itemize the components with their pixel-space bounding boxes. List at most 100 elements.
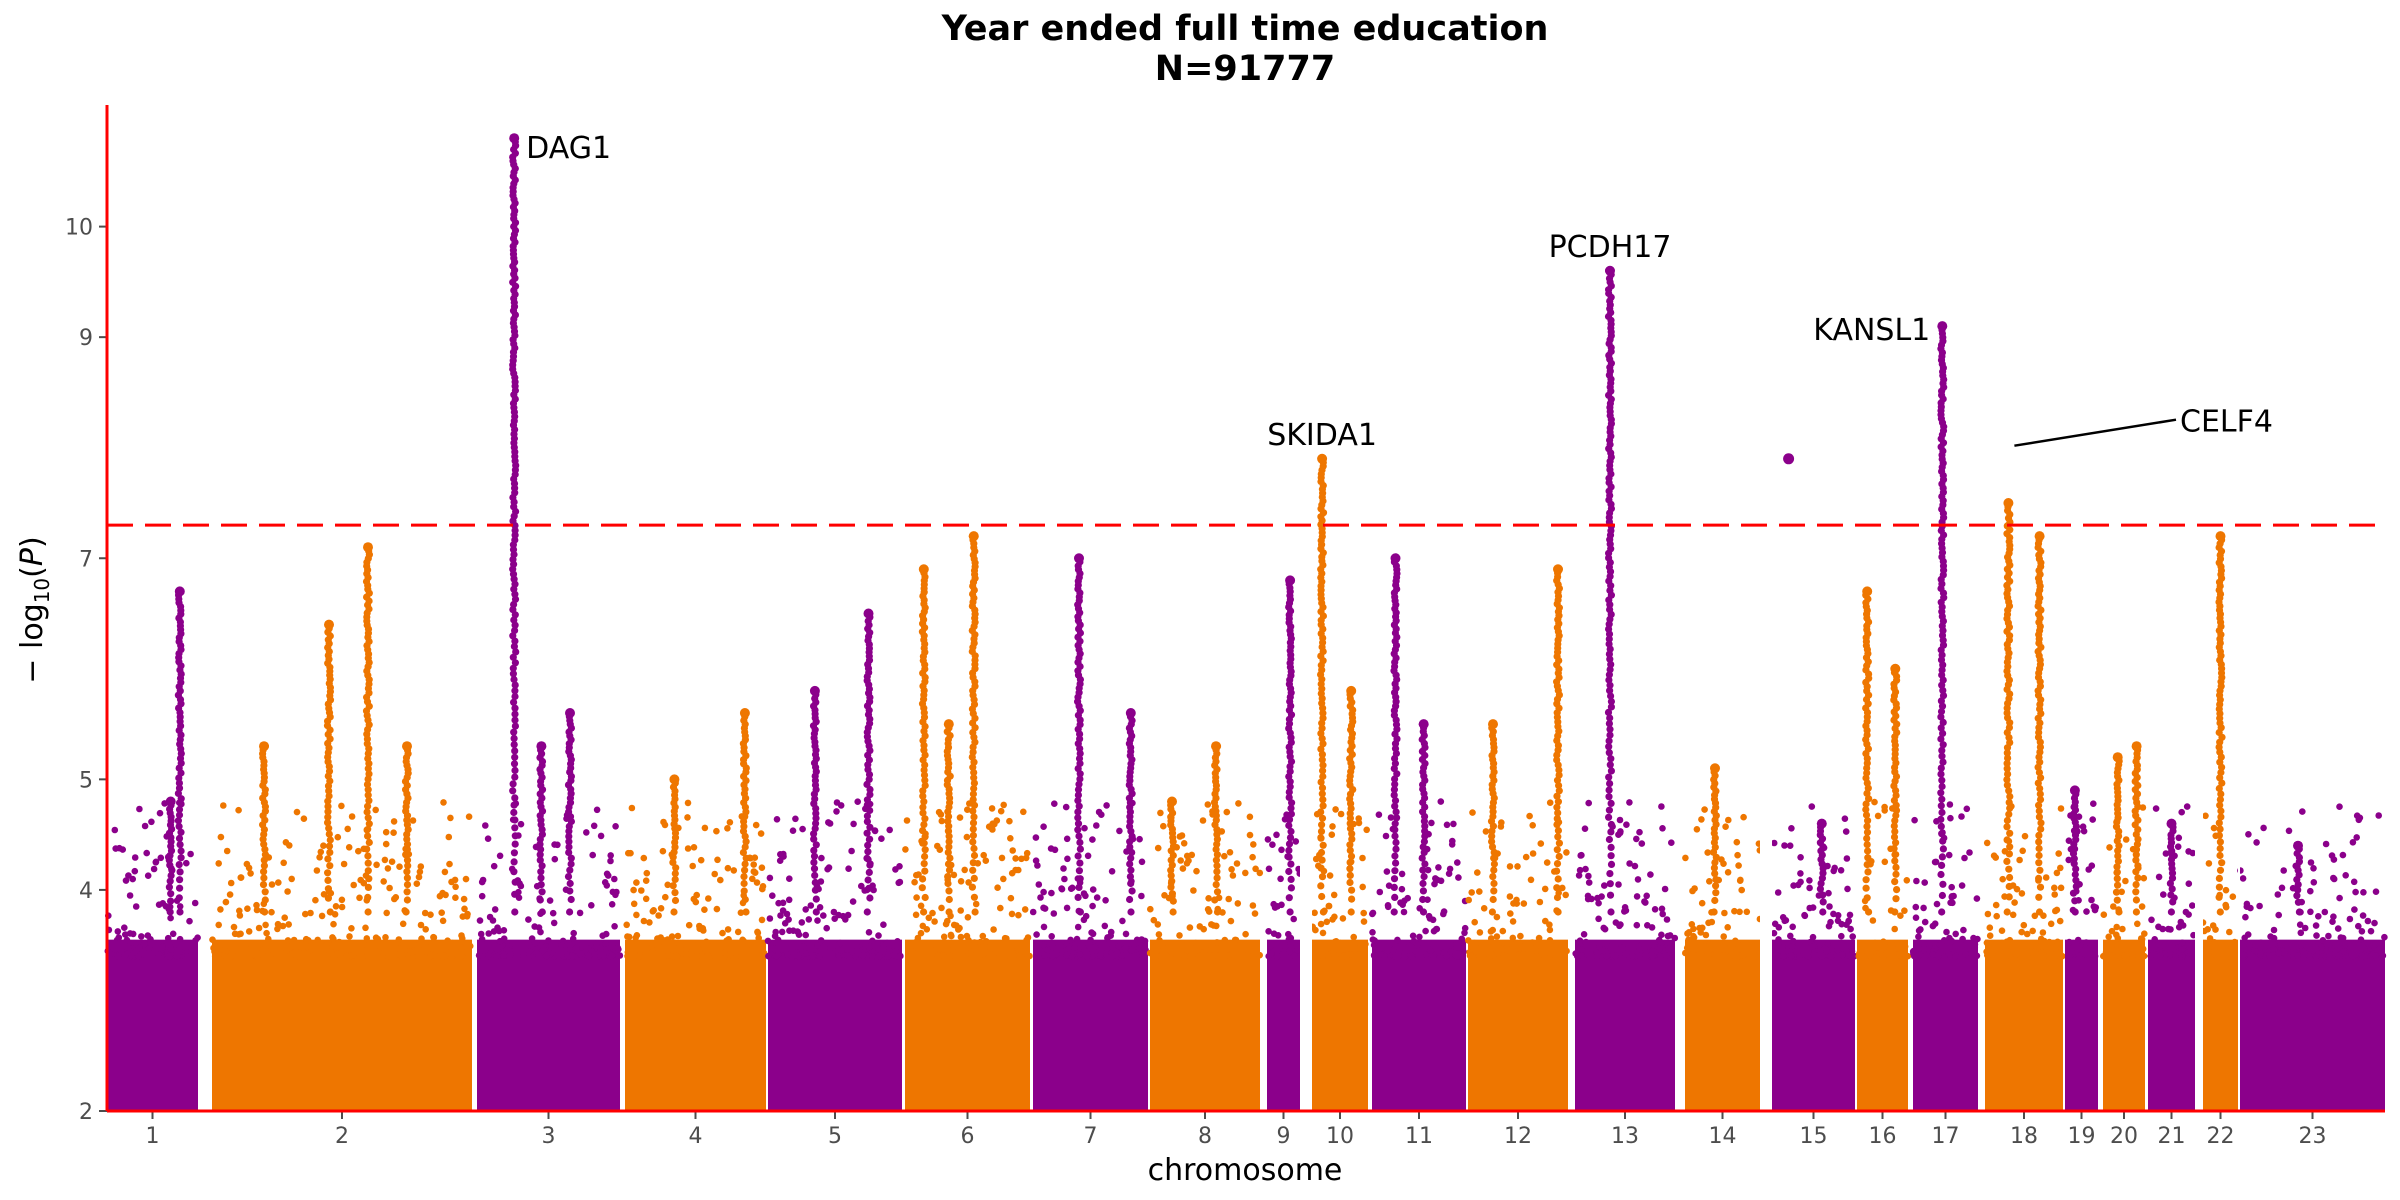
snp-point (496, 937, 504, 945)
snp-point (1551, 952, 1559, 959)
peak-2-1-point (261, 851, 269, 859)
peak-9-0-point (1285, 867, 1293, 876)
peak-2-3-point (364, 859, 372, 867)
peak-11-1-point (1420, 873, 1428, 881)
snp-point (543, 952, 550, 960)
snp-point (1940, 937, 1948, 944)
snp-point (167, 914, 174, 922)
peak-18-0-point (2005, 850, 2013, 858)
peak-2-1-lead-snp (259, 741, 269, 752)
snp-point (693, 891, 700, 899)
peak-8-1-point (1168, 877, 1176, 885)
peak-21-0-point (2167, 891, 2175, 899)
peak-7-0-point (1074, 797, 1082, 805)
snp-point (300, 815, 308, 822)
chromosome-12-base (1468, 939, 1568, 1111)
x-tick-label-3: 3 (542, 1124, 556, 1149)
snp-point (1199, 817, 1207, 824)
snp-point (2336, 894, 2343, 902)
peak-11-1-lead-snp (1418, 719, 1429, 730)
peak-8-1-point (1168, 890, 1176, 898)
snp-point (237, 874, 245, 881)
snp-point (386, 884, 393, 892)
peak-3-0-point (511, 794, 519, 802)
snp-point (2321, 908, 2329, 916)
snp-point (1659, 910, 1666, 918)
snp-point (2352, 888, 2359, 896)
peak-5-0-point (811, 825, 819, 833)
chromosome-3-base (477, 939, 620, 1111)
chromosome-8-base (1150, 939, 1260, 1111)
snp-point (458, 932, 465, 939)
chromosome-14-points (1682, 763, 1764, 1111)
snp-point (1847, 925, 1854, 933)
snp-point (382, 934, 389, 941)
snp-point (1087, 936, 1094, 944)
snp-point (2089, 816, 2096, 823)
chromosome-14-base (1685, 939, 1760, 1111)
snp-point (387, 952, 394, 960)
snp-point (892, 947, 899, 955)
snp-point (2381, 933, 2388, 941)
snp-point (266, 952, 274, 960)
snp-point (1948, 883, 1955, 891)
snp-point (356, 894, 363, 902)
snp-point (1932, 858, 1940, 866)
peak-2-1-point (261, 896, 269, 904)
snp-point (136, 944, 143, 952)
snp-point (1704, 849, 1711, 856)
snp-point (1986, 924, 1994, 931)
snp-point (1546, 937, 1554, 944)
snp-point (1773, 951, 1780, 959)
peak-7-0-point (1076, 775, 1084, 783)
snp-point (1292, 838, 1300, 845)
snp-point (1022, 854, 1030, 862)
snp-point (348, 925, 355, 932)
snp-point (1228, 866, 1235, 873)
snp-point (998, 854, 1006, 862)
snp-point (1725, 816, 1732, 824)
snp-point (1622, 907, 1630, 914)
snp-point (491, 906, 499, 913)
snp-point (1959, 935, 1966, 943)
snp-point (2046, 938, 2053, 946)
snp-point (1526, 812, 1533, 820)
peak-18-0-point (2003, 857, 2011, 866)
peak-20-1-point (2132, 908, 2140, 916)
snp-point (1595, 899, 1602, 907)
snp-point (1103, 945, 1111, 952)
snp-point (2270, 926, 2278, 934)
peak-6-0-point (969, 796, 977, 804)
peak-13-0-point (1607, 697, 1615, 706)
snp-point (1786, 842, 1794, 849)
snp-point (1381, 952, 1388, 960)
peak-2-0-point (324, 808, 332, 816)
peak-1-1-lead-snp (165, 796, 176, 807)
snp-point (1983, 939, 1991, 947)
peak-7-1-point (1126, 895, 1134, 904)
snp-point (414, 949, 422, 956)
peak-1-0-point (175, 894, 183, 902)
snp-point (690, 844, 698, 851)
peak-8-0-point (1213, 874, 1221, 882)
snp-point (1229, 872, 1237, 879)
snp-point (1532, 946, 1540, 954)
peak-4-0-point (741, 843, 749, 851)
snp-point (227, 879, 235, 887)
snp-point (1119, 917, 1126, 925)
peak-9-0-point (1287, 810, 1295, 818)
snp-point (1009, 847, 1016, 854)
snp-point (329, 934, 336, 941)
snp-point (1735, 944, 1742, 952)
snp-point (1846, 911, 1854, 919)
peak-10-0-point (1319, 767, 1327, 775)
peak-13-0-point (1607, 860, 1616, 869)
snp-point (1529, 822, 1536, 829)
peak-12-1-point (1490, 866, 1498, 874)
peak-16-1-lead-snp (1862, 586, 1873, 597)
peak-18-1-point (2037, 819, 2045, 827)
snp-point (144, 872, 152, 879)
snp-point (1355, 945, 1363, 952)
snp-point (2139, 945, 2147, 953)
peak-13-0-point (1607, 799, 1615, 808)
